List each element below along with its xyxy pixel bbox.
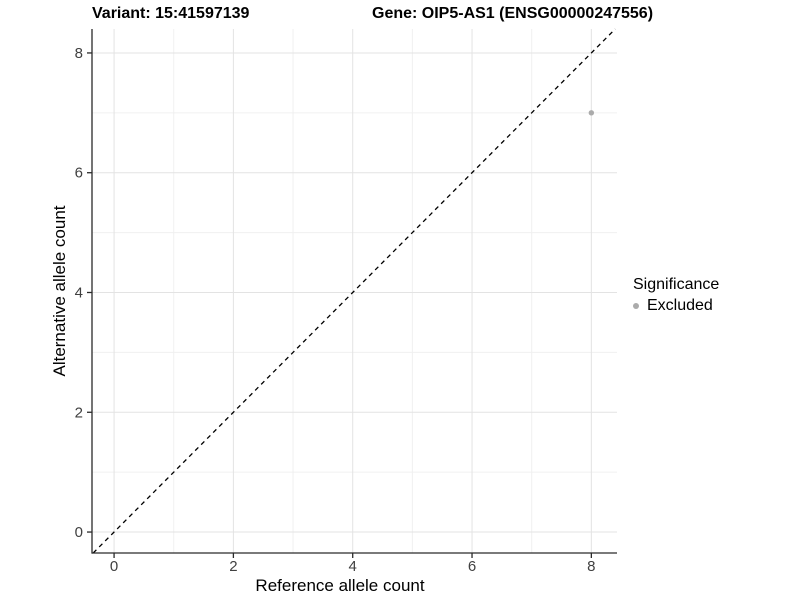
x-tick-label: 0	[110, 558, 118, 575]
identity-reference-line	[92, 28, 616, 554]
legend-key-dot-icon	[633, 302, 639, 309]
y-tick-label: 6	[75, 165, 83, 182]
legend-title: Significance	[633, 276, 720, 293]
y-tick-label: 4	[75, 284, 83, 301]
legend: Significance Excluded	[633, 275, 719, 315]
x-axis-label: Reference allele count	[255, 576, 425, 595]
plot-title-gene: Gene: OIP5-AS1 (ENSG00000247556)	[372, 5, 654, 22]
y-tick-label: 8	[75, 45, 83, 62]
y-tick-label: 0	[75, 524, 83, 541]
legend-item-excluded: Excluded	[633, 296, 719, 315]
plot-title-variant: Variant: 15:41597139	[92, 5, 250, 22]
y-tick-label: 2	[75, 404, 83, 421]
legend-item-label: Excluded	[647, 297, 713, 314]
x-tick-label: 6	[468, 558, 476, 575]
x-tick-label: 8	[587, 558, 595, 575]
x-tick-label: 2	[229, 558, 237, 575]
data-point	[588, 110, 595, 116]
x-tick-label: 4	[349, 558, 357, 575]
y-axis-label: Alternative allele count	[50, 205, 69, 377]
